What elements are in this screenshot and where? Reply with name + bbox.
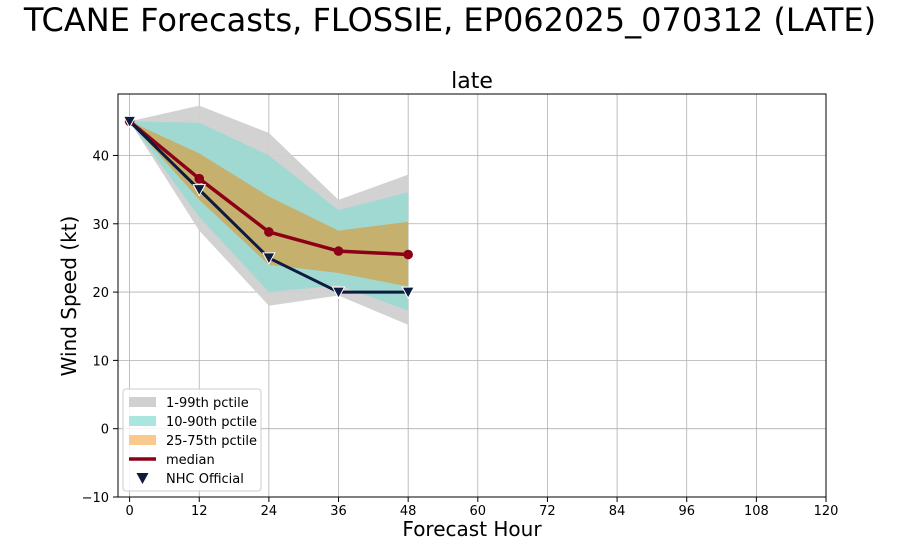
legend-swatch xyxy=(129,397,156,407)
median-point xyxy=(194,173,205,184)
median-point xyxy=(264,227,274,237)
nhc-official-point xyxy=(262,252,276,265)
chart-suptitle: TCANE Forecasts, FLOSSIE, EP062025_07031… xyxy=(23,1,876,39)
y-tick-label: 10 xyxy=(92,354,109,369)
x-tick-label: 108 xyxy=(744,504,769,519)
nhc-official-point xyxy=(401,286,416,300)
legend-swatch xyxy=(129,435,156,445)
legend-box xyxy=(122,388,262,492)
nhc-official-point xyxy=(331,286,346,300)
legend-label: NHC Official xyxy=(166,472,244,487)
y-axis-label: Wind Speed (kt) xyxy=(57,216,81,377)
plot-frame xyxy=(117,93,827,498)
y-tick-label: 20 xyxy=(92,286,109,301)
x-tick-label: 72 xyxy=(539,504,556,519)
y-tick-label: 30 xyxy=(92,218,109,233)
legend: 1-99th pctile 10-90th pctile 25-75th pctil… xyxy=(122,388,262,492)
legend-swatch xyxy=(129,416,156,426)
x-tick-label: 12 xyxy=(191,504,208,519)
x-tick-label: 96 xyxy=(678,504,695,519)
median-point xyxy=(403,249,413,260)
legend-label: 25-75th pctile xyxy=(166,434,257,449)
band-25-75th xyxy=(129,121,409,287)
bands xyxy=(129,105,409,325)
x-tick-label: 0 xyxy=(125,504,133,519)
legend-label: 10-90th pctile xyxy=(166,415,257,430)
x-tick-label: 36 xyxy=(330,504,347,519)
ticks: 0 12 24 36 48 60 72 84 96 108 120 −10 0 10 20 30 40 xyxy=(82,149,839,519)
legend-label: median xyxy=(166,453,215,468)
x-tick-label: 48 xyxy=(400,504,417,519)
x-axis-label: Forecast Hour xyxy=(402,517,542,541)
x-tick-label: 24 xyxy=(261,504,278,519)
x-tick-label: 60 xyxy=(470,504,487,519)
nhc-official-point xyxy=(192,184,207,197)
x-tick-label: 120 xyxy=(814,504,839,519)
series-markers xyxy=(122,115,416,300)
median-point xyxy=(333,246,344,256)
y-tick-label: 40 xyxy=(92,149,109,164)
y-tick-label: −10 xyxy=(82,491,109,506)
y-tick-label: 0 xyxy=(101,423,109,438)
legend-swatch xyxy=(136,473,149,484)
x-tick-label: 84 xyxy=(609,504,626,519)
chart-title: late xyxy=(451,69,493,94)
legend-label: 1-99th pctile xyxy=(166,396,249,411)
nhc-official-point xyxy=(122,115,137,129)
